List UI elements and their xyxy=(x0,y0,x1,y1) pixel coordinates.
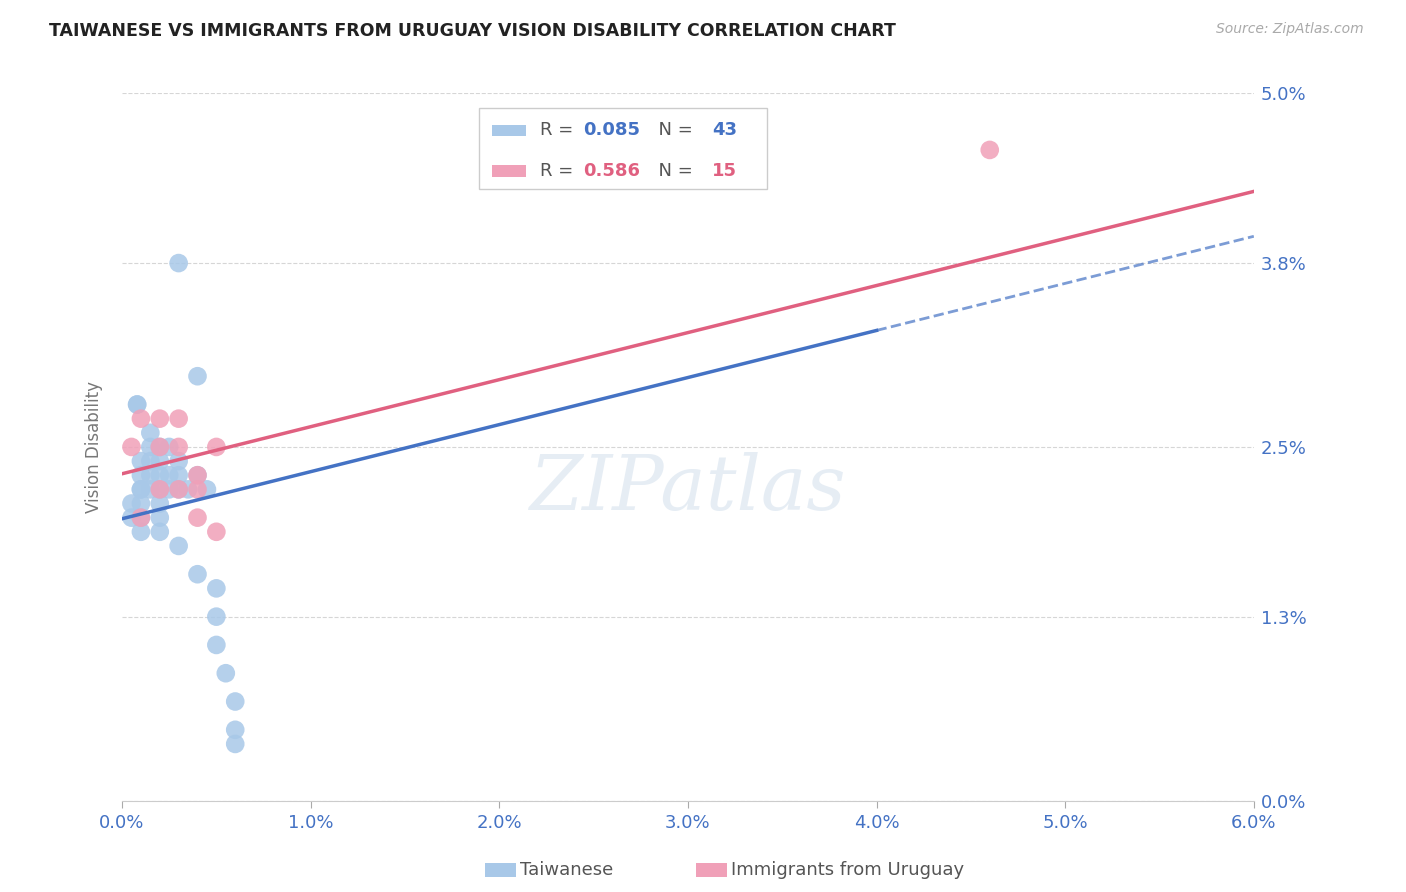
Point xyxy=(177,483,200,497)
Text: N =: N = xyxy=(647,162,699,180)
Text: 15: 15 xyxy=(711,162,737,180)
Point xyxy=(129,496,152,510)
Point xyxy=(167,454,190,468)
Point xyxy=(157,440,180,454)
Point xyxy=(149,496,172,510)
Point xyxy=(139,440,162,454)
Point xyxy=(121,440,143,454)
Point xyxy=(167,483,190,497)
Point xyxy=(149,468,172,483)
Text: Source: ZipAtlas.com: Source: ZipAtlas.com xyxy=(1216,22,1364,37)
Point xyxy=(224,737,246,751)
Point xyxy=(129,483,152,497)
Point xyxy=(979,143,1001,157)
FancyBboxPatch shape xyxy=(478,108,768,189)
Point xyxy=(149,524,172,539)
Point xyxy=(167,411,190,425)
Point xyxy=(205,638,228,652)
Point xyxy=(121,510,143,524)
Point xyxy=(127,397,149,411)
Point xyxy=(149,483,172,497)
Point xyxy=(129,510,152,524)
Point xyxy=(205,524,228,539)
Point xyxy=(149,440,172,454)
Text: 43: 43 xyxy=(711,121,737,139)
Point xyxy=(195,483,218,497)
Point xyxy=(186,468,208,483)
Point xyxy=(157,468,180,483)
Text: R =: R = xyxy=(540,121,579,139)
Point xyxy=(139,468,162,483)
Point xyxy=(186,468,208,483)
Point xyxy=(149,510,172,524)
Point xyxy=(129,483,152,497)
Point xyxy=(127,397,149,411)
FancyBboxPatch shape xyxy=(492,165,526,177)
Text: Immigrants from Uruguay: Immigrants from Uruguay xyxy=(731,861,965,879)
Text: N =: N = xyxy=(647,121,699,139)
Point xyxy=(157,483,180,497)
Point xyxy=(167,256,190,270)
Point xyxy=(139,425,162,440)
Point xyxy=(129,510,152,524)
Point xyxy=(149,440,172,454)
Text: 0.085: 0.085 xyxy=(582,121,640,139)
Point xyxy=(186,567,208,582)
Point xyxy=(121,496,143,510)
Point xyxy=(129,468,152,483)
Point xyxy=(167,468,190,483)
Point xyxy=(129,454,152,468)
Y-axis label: Vision Disability: Vision Disability xyxy=(86,381,103,513)
Point xyxy=(167,483,190,497)
Point xyxy=(224,694,246,708)
Point xyxy=(139,483,162,497)
Text: TAIWANESE VS IMMIGRANTS FROM URUGUAY VISION DISABILITY CORRELATION CHART: TAIWANESE VS IMMIGRANTS FROM URUGUAY VIS… xyxy=(49,22,896,40)
Text: ZIPatlas: ZIPatlas xyxy=(530,452,846,526)
Point xyxy=(205,609,228,624)
Point xyxy=(149,483,172,497)
Point xyxy=(129,411,152,425)
Point xyxy=(167,539,190,553)
Point xyxy=(139,454,162,468)
Point xyxy=(224,723,246,737)
Point xyxy=(205,582,228,596)
Text: R =: R = xyxy=(540,162,579,180)
Text: Taiwanese: Taiwanese xyxy=(520,861,613,879)
FancyBboxPatch shape xyxy=(492,125,526,136)
Text: 0.586: 0.586 xyxy=(582,162,640,180)
Point xyxy=(149,454,172,468)
Point xyxy=(215,666,238,681)
Point xyxy=(205,440,228,454)
Point xyxy=(186,369,208,384)
Point xyxy=(149,411,172,425)
Point xyxy=(167,440,190,454)
Point xyxy=(186,483,208,497)
Point xyxy=(186,510,208,524)
Point xyxy=(129,524,152,539)
